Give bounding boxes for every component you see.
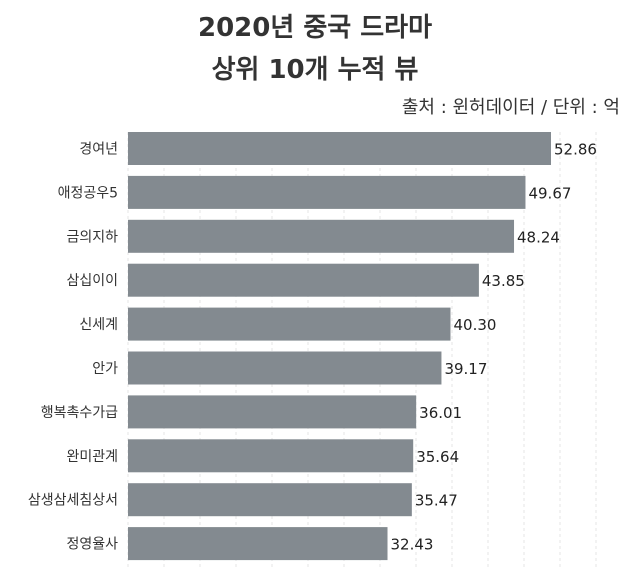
- value-label-4: 40.30: [453, 316, 496, 334]
- value-label-8: 35.47: [415, 492, 458, 510]
- category-label-4: 신세계: [79, 317, 118, 333]
- value-label-3: 43.85: [482, 272, 525, 290]
- chart-title: 2020년 중국 드라마: [198, 13, 432, 43]
- bar-0: [128, 132, 551, 165]
- bar-1: [128, 175, 526, 209]
- source-note: 출처 : 윈허데이터 / 단위 : 억: [401, 97, 620, 118]
- category-label-6: 행복촉수가급: [41, 405, 118, 421]
- category-label-3: 삼십이이: [66, 273, 118, 289]
- category-label-0: 경여년: [79, 142, 118, 158]
- value-label-6: 36.01: [419, 404, 462, 422]
- category-label-5: 안가: [92, 361, 118, 377]
- category-label-2: 금의지하: [66, 229, 118, 245]
- bar-4: [128, 307, 451, 341]
- bar-2: [128, 219, 515, 253]
- bar-6: [128, 395, 417, 429]
- chart-subtitle: 상위 10개 누적 뷰: [211, 55, 419, 85]
- category-label-9: 정영율사: [66, 537, 118, 553]
- category-label-8: 삼생삼세침상서: [28, 493, 118, 509]
- category-label-1: 애정공우5: [58, 185, 118, 201]
- bar-5: [128, 351, 442, 385]
- bar-3: [128, 263, 479, 297]
- bar-9: [128, 527, 388, 561]
- value-labels: 52.86 49.67 48.24 43.85 40.30 39.17 36.01 35.64…: [391, 141, 597, 554]
- value-label-0: 52.86: [554, 141, 597, 159]
- value-label-9: 32.43: [391, 536, 434, 554]
- value-label-1: 49.67: [528, 184, 571, 202]
- bar-7: [128, 439, 414, 473]
- value-label-5: 39.17: [444, 360, 487, 378]
- category-label-7: 완미관계: [66, 449, 118, 465]
- bars: [128, 132, 551, 561]
- bar-8: [128, 483, 412, 517]
- value-label-7: 35.64: [416, 448, 459, 466]
- value-label-2: 48.24: [517, 228, 560, 246]
